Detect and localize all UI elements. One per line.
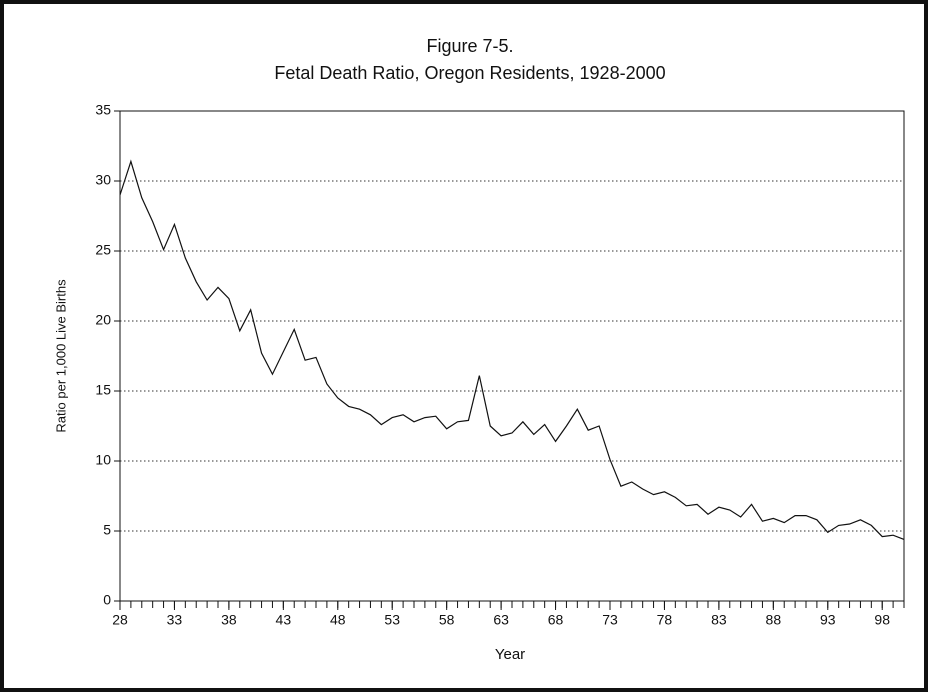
x-tick-label: 93 bbox=[820, 612, 836, 628]
y-tick-label: 35 bbox=[95, 102, 111, 118]
x-tick-label: 63 bbox=[493, 612, 509, 628]
y-tick-label: 15 bbox=[95, 382, 111, 398]
x-tick-label: 68 bbox=[548, 612, 564, 628]
x-tick-label: 28 bbox=[112, 612, 128, 628]
x-tick-label: 58 bbox=[439, 612, 455, 628]
chart-subtitle: Fetal Death Ratio, Oregon Residents, 192… bbox=[274, 63, 665, 83]
data-line bbox=[119, 159, 905, 540]
x-axis-label: Year bbox=[495, 646, 525, 663]
chart-title: Figure 7-5. bbox=[426, 36, 513, 56]
x-tick-label: 73 bbox=[602, 612, 618, 628]
y-tick-label: 25 bbox=[95, 242, 111, 258]
x-tick-label: 33 bbox=[167, 612, 183, 628]
x-tick-label: 38 bbox=[221, 612, 237, 628]
x-tick-label: 83 bbox=[711, 612, 727, 628]
y-tick-label: 10 bbox=[95, 452, 111, 468]
x-tick-label: 88 bbox=[766, 612, 782, 628]
y-tick-label: 5 bbox=[103, 522, 111, 538]
y-axis-label: Ratio per 1,000 Live Births bbox=[53, 279, 68, 433]
x-tick-label: 78 bbox=[657, 612, 673, 628]
y-tick-label: 30 bbox=[95, 172, 111, 188]
x-tick-label: 53 bbox=[384, 612, 400, 628]
y-tick-label: 20 bbox=[95, 312, 111, 328]
x-tick-label: 98 bbox=[874, 612, 890, 628]
x-tick-label: 48 bbox=[330, 612, 346, 628]
x-tick-label: 43 bbox=[276, 612, 292, 628]
plot-frame bbox=[119, 110, 905, 602]
y-tick-label: 0 bbox=[103, 592, 111, 608]
